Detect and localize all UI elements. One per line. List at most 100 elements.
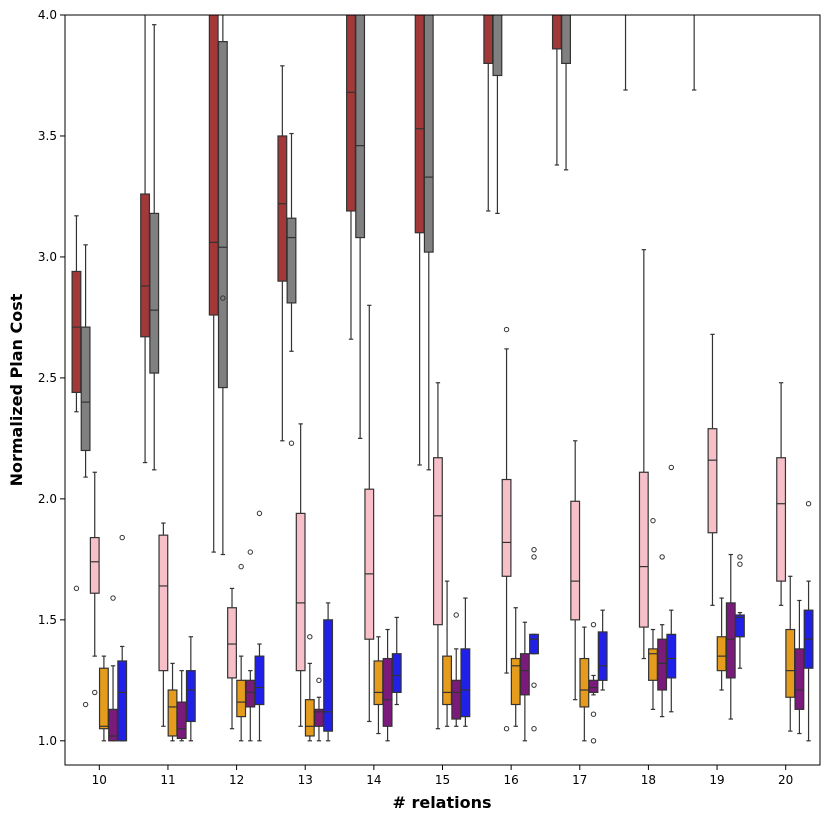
box <box>414 15 425 234</box>
box <box>382 657 393 727</box>
axes-frame <box>64 14 821 766</box>
flier <box>92 689 98 696</box>
box <box>561 15 571 64</box>
box <box>245 679 256 708</box>
y-tick-label: 4.0 <box>38 8 57 22</box>
box <box>227 607 237 679</box>
x-axis-label: # relations <box>392 793 491 812</box>
box <box>707 428 718 534</box>
box <box>638 471 649 628</box>
flier <box>590 711 597 717</box>
box <box>794 648 805 710</box>
flier <box>316 677 322 684</box>
flier <box>288 440 295 446</box>
y-tick-label: 3.0 <box>38 250 57 264</box>
flier <box>256 510 263 517</box>
box <box>460 648 471 718</box>
y-tick-label: 1.0 <box>38 734 57 748</box>
box <box>167 689 178 737</box>
box <box>432 457 443 626</box>
box <box>295 512 306 672</box>
box <box>254 655 265 706</box>
box <box>117 660 128 742</box>
box <box>373 660 384 706</box>
flier <box>650 517 656 524</box>
flier <box>453 612 459 618</box>
box <box>286 217 297 304</box>
flier <box>805 501 812 507</box>
box <box>158 534 169 672</box>
x-tick-label: 11 <box>160 773 175 787</box>
box <box>304 699 315 737</box>
flier <box>503 726 510 732</box>
box <box>597 631 608 681</box>
x-tick-label: 12 <box>229 773 244 787</box>
box <box>442 655 453 706</box>
x-tick-label: 16 <box>503 773 518 787</box>
box <box>185 670 196 723</box>
box <box>776 457 787 582</box>
box <box>217 41 228 389</box>
box <box>492 15 503 77</box>
flier <box>503 326 510 333</box>
y-tick-label: 2.5 <box>38 371 57 385</box>
box <box>140 193 151 338</box>
flier <box>238 563 244 570</box>
box <box>716 636 727 672</box>
box <box>89 536 100 594</box>
y-tick-label: 1.5 <box>38 613 57 627</box>
x-tick-label: 17 <box>572 773 587 787</box>
box <box>551 15 562 50</box>
flier <box>737 554 743 560</box>
box <box>364 488 375 640</box>
flier <box>119 534 125 541</box>
x-tick-label: 20 <box>778 773 793 787</box>
y-axis-label: Normalized Plan Cost <box>7 293 26 486</box>
box <box>519 653 530 696</box>
box <box>579 657 590 708</box>
flier <box>737 561 743 567</box>
x-tick-label: 18 <box>641 773 656 787</box>
x-tick-label: 15 <box>435 773 450 787</box>
box <box>666 633 677 679</box>
box <box>346 15 356 212</box>
flier <box>247 549 254 555</box>
flier <box>590 738 597 744</box>
box <box>391 653 402 694</box>
flier <box>668 464 674 471</box>
flier <box>531 726 537 732</box>
box <box>423 15 434 253</box>
flier <box>307 634 313 640</box>
box <box>785 628 796 698</box>
box <box>588 679 599 694</box>
box <box>176 701 187 739</box>
box <box>570 500 581 621</box>
plot-area <box>71 15 814 744</box>
box <box>208 15 219 316</box>
x-tick-label: 19 <box>709 773 724 787</box>
flier <box>531 682 537 688</box>
box <box>277 135 288 282</box>
box <box>483 15 494 64</box>
box <box>734 614 745 638</box>
flier <box>82 701 89 708</box>
flier <box>110 595 116 601</box>
flier <box>531 554 537 560</box>
box <box>657 638 668 691</box>
flier <box>531 546 537 553</box>
flier <box>659 554 665 560</box>
y-tick-label: 3.5 <box>38 129 57 143</box>
flier <box>220 295 226 301</box>
box <box>80 326 91 452</box>
box <box>451 679 462 720</box>
flier <box>73 585 80 592</box>
box <box>149 212 160 374</box>
box <box>98 667 109 730</box>
box <box>725 602 736 679</box>
x-tick-label: 13 <box>298 773 313 787</box>
y-tick-label: 2.0 <box>38 492 57 506</box>
flier <box>590 621 597 628</box>
box <box>71 270 82 394</box>
